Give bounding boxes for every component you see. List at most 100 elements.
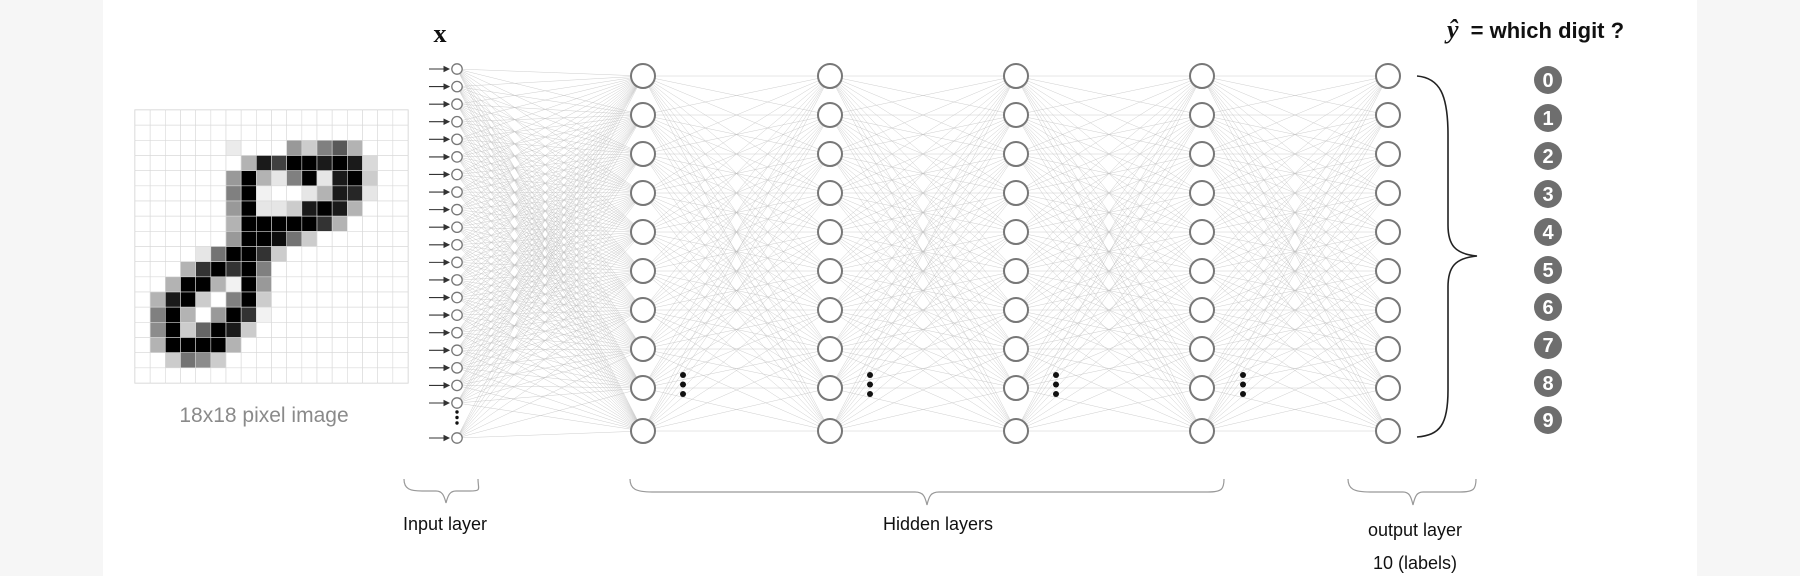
connection: [456, 153, 644, 298]
pixel-cell: [316, 231, 333, 247]
input-node: [451, 309, 463, 321]
pixel-cell: [195, 261, 212, 278]
connection: [456, 153, 644, 263]
hidden-node: [1189, 63, 1215, 89]
connection: [456, 75, 644, 439]
pixel-cell: [195, 246, 212, 262]
input-node: [451, 326, 463, 339]
pixel-cell: [256, 261, 272, 278]
connection: [456, 191, 644, 350]
hidden-node: [630, 258, 656, 284]
pixel-cell: [210, 337, 227, 353]
pixel-cell: [362, 170, 378, 187]
pixel-cell: [301, 322, 318, 338]
pixel-cell: [180, 215, 196, 232]
connection: [456, 139, 644, 350]
connection: [1201, 231, 1389, 432]
pixel-cell: [256, 276, 272, 293]
hidden-node: [1189, 375, 1215, 401]
digit-badge: [1534, 66, 1562, 94]
pixel-cell: [347, 155, 363, 171]
connection: [456, 279, 644, 311]
pixel-cell: [286, 337, 303, 353]
pixel-cell: [134, 155, 151, 171]
connection: [456, 153, 644, 228]
connection: [456, 231, 644, 404]
ellipsis-dot: [867, 381, 873, 388]
pixel-cell: [195, 155, 212, 171]
connection: [1201, 153, 1389, 389]
connection: [642, 75, 831, 116]
pixel-cell: [271, 109, 287, 126]
pixel-cell: [165, 155, 181, 171]
connection: [829, 231, 1017, 389]
pixel-cell: [210, 155, 227, 171]
pixel-cell: [210, 124, 227, 141]
connection: [456, 156, 644, 350]
hidden-node: [630, 63, 656, 89]
ellipsis-dot: [455, 421, 459, 425]
digit-labels: 0 1 2 3 4 5 6 7 8 9: [1534, 66, 1562, 434]
pixel-cell: [316, 200, 333, 217]
hidden-node: [817, 258, 843, 284]
pixel-cell: [256, 352, 272, 369]
connection: [456, 227, 644, 432]
pixel-cell: [286, 124, 303, 141]
pixel-cell: [362, 231, 378, 247]
pixel-cell: [134, 306, 151, 323]
connection: [642, 114, 831, 389]
digit-label: 9: [1542, 410, 1553, 432]
pixel-cell: [149, 215, 166, 232]
connection: [829, 75, 1017, 389]
pixel-cell: [347, 215, 363, 232]
pixel-cell: [256, 200, 272, 217]
pixel-cell: [316, 140, 333, 156]
digit-badge: [1534, 256, 1562, 284]
connection: [1015, 348, 1203, 432]
pixel-cell: [271, 306, 287, 323]
hidden-layers-label: Hidden layers: [883, 514, 993, 534]
digit-badge: [1534, 293, 1562, 321]
pixel-cell: [165, 170, 181, 187]
input-node: [451, 168, 463, 181]
connection: [456, 348, 644, 439]
pixel-cell: [301, 155, 318, 171]
pixel-cell: [392, 352, 409, 369]
pixel-cell: [180, 261, 196, 278]
pixel-cell: [377, 140, 394, 156]
connection: [456, 75, 644, 122]
connection: [829, 75, 1017, 155]
connection: [456, 270, 644, 439]
pixel-cell: [134, 170, 151, 187]
connection: [456, 350, 644, 389]
hidden-node: [1189, 180, 1215, 206]
input-node: [451, 432, 463, 444]
connection: [456, 174, 644, 432]
connection: [456, 121, 644, 389]
connection: [642, 75, 831, 233]
pixel-cell: [286, 231, 303, 247]
digit-label: 2: [1542, 146, 1553, 168]
pixel-cell: [377, 352, 394, 369]
hidden-node: [630, 418, 656, 444]
pixel-cell: [331, 291, 348, 308]
hidden-node: [1189, 102, 1215, 128]
pixel-cell: [180, 352, 196, 369]
pixel-cell: [362, 109, 378, 126]
connection: [829, 75, 1017, 116]
pixel-cell: [377, 276, 394, 293]
pixel-cell: [347, 185, 363, 202]
connection: [456, 314, 644, 432]
ellipsis-dot: [1053, 381, 1059, 388]
pixel-cell: [347, 352, 363, 369]
ellipsis-dot: [1240, 372, 1246, 378]
pixel-cell: [347, 140, 363, 156]
pixel-cell: [331, 276, 348, 293]
pixel-cell: [392, 322, 409, 338]
connection: [456, 262, 644, 311]
connection: [456, 75, 644, 245]
connection: [642, 309, 831, 432]
pixel-cell: [377, 306, 394, 323]
pixel-cell: [134, 215, 151, 232]
